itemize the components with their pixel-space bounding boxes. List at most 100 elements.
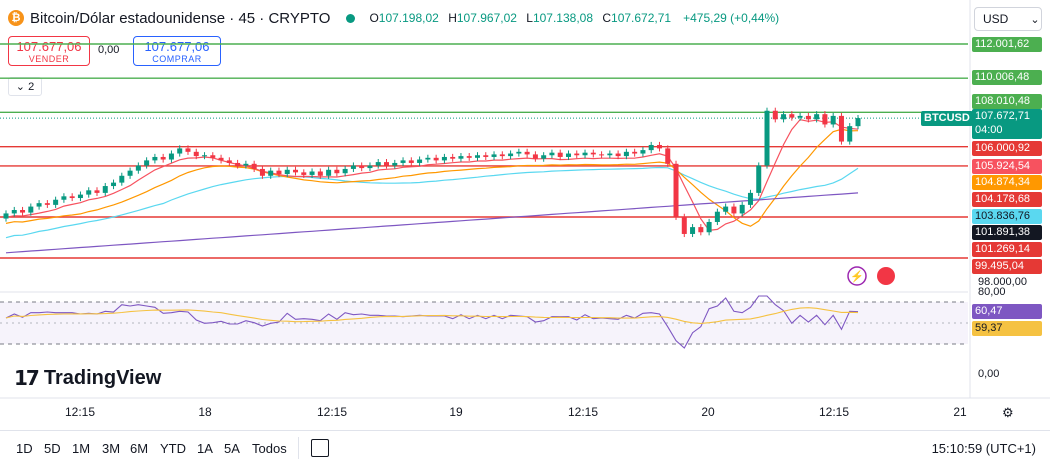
candle [838, 115, 844, 142]
candle [77, 194, 83, 199]
candle [615, 153, 621, 157]
timeframe-1d[interactable]: 1D [16, 441, 33, 456]
timeframe-3m[interactable]: 3M [102, 441, 121, 456]
bitcoin-icon: ₿ [8, 10, 24, 26]
price-label: 101.269,14 [972, 242, 1042, 257]
candle [119, 175, 125, 183]
timeframe-1a[interactable]: 1A [197, 441, 213, 456]
candle [805, 115, 811, 120]
candle [268, 170, 274, 176]
candle [590, 152, 596, 155]
oscillator-axis-label: 0,00 [978, 368, 1000, 380]
candle [144, 160, 150, 166]
candle [152, 156, 158, 161]
close-value: 107.672,71 [611, 11, 672, 25]
tradingview-logo-icon: 17 [14, 366, 40, 390]
sell-button[interactable]: 107.677,06 VENDER [8, 36, 90, 66]
candle [375, 162, 381, 166]
candle [425, 157, 431, 160]
candle [293, 169, 299, 173]
candle [508, 153, 514, 157]
buy-label: COMPRAR [152, 54, 202, 64]
candle [259, 168, 265, 176]
timeframe-1m[interactable]: 1M [72, 441, 91, 456]
timeframe-all[interactable]: Todos [252, 441, 287, 456]
candle [210, 155, 216, 158]
candle [466, 156, 472, 158]
buy-button[interactable]: 107.677,06 COMPRAR [133, 36, 221, 66]
tradingview-logo-text: TradingView [43, 366, 162, 389]
candle [714, 211, 720, 222]
timeframe-5d[interactable]: 5D [44, 441, 61, 456]
candle [408, 160, 414, 163]
ma-mid-label: 104.874,34 [972, 175, 1042, 190]
symbol-header: ₿ Bitcoin/Dólar estadounidense · 45 · CR… [0, 0, 970, 36]
candle [499, 154, 505, 157]
candle [433, 157, 439, 161]
candle [193, 151, 199, 157]
moving-average-fast [5, 118, 859, 232]
low-key: L [526, 11, 533, 25]
calendar-icon[interactable] [311, 439, 329, 457]
candle [491, 154, 497, 157]
clock[interactable]: 15:10:59 (UTC+1) [931, 441, 1036, 456]
tradingview-logo[interactable]: 17 TradingView [14, 366, 161, 390]
timeframe-5a[interactable]: 5A [224, 441, 240, 456]
low-value: 107.138,08 [532, 11, 594, 25]
price-label: 104.178,68 [972, 192, 1042, 207]
candle [483, 155, 489, 157]
candle [160, 156, 166, 160]
candle [623, 151, 629, 157]
candle [516, 151, 522, 154]
candle [44, 203, 50, 205]
candle [342, 168, 348, 174]
candle [400, 160, 406, 163]
settings-icon[interactable]: ⚙ [1002, 405, 1014, 420]
candle [276, 170, 282, 175]
time-tick: 18 [198, 405, 212, 419]
candle [756, 165, 762, 193]
price-label: 98.000,00 [978, 276, 1027, 288]
timeframe-ytd[interactable]: YTD [160, 441, 186, 456]
currency-value: USD [983, 12, 1009, 26]
currency-select[interactable]: USD ⌄ [974, 7, 1042, 31]
candle [243, 163, 249, 166]
candle [665, 148, 671, 164]
oscillator-band [0, 302, 968, 344]
candle [474, 155, 480, 158]
candle [326, 169, 332, 176]
candle [3, 213, 9, 219]
candle [565, 153, 571, 157]
candle [111, 182, 117, 187]
bottom-toolbar: 1D 5D 1M 3M 6M YTD 1A 5A Todos 15:10:59 … [0, 430, 1050, 467]
price-label: 110.006,48 [972, 70, 1042, 85]
candle [797, 115, 803, 118]
price-chart[interactable]: ⚡ [0, 0, 1050, 430]
sell-price: 107.677,06 [16, 39, 82, 54]
candle [284, 169, 290, 175]
candle [781, 114, 787, 120]
candle [648, 144, 654, 151]
candle [441, 156, 447, 161]
candle [731, 206, 737, 214]
flash-event-icon [847, 266, 867, 286]
candle [417, 159, 423, 163]
candle [764, 110, 770, 166]
rsi-ma-value-label: 59,37 [972, 321, 1042, 336]
candle [582, 152, 588, 156]
symbol-title[interactable]: Bitcoin/Dólar estadounidense · 45 · CRYP… [30, 9, 331, 27]
time-tick: 20 [701, 405, 715, 419]
bar-countdown: 04:00 [975, 124, 1003, 136]
price-label: 101.891,38 [972, 225, 1042, 240]
symbol-price-tag: BTCUSD [921, 111, 973, 126]
candle [384, 162, 390, 166]
time-tick: 12:15 [567, 405, 599, 419]
candle [706, 221, 712, 233]
high-key: H [448, 11, 457, 25]
timeframe-6m[interactable]: 6M [130, 441, 149, 456]
buy-price: 107.677,06 [144, 39, 210, 54]
candle [177, 148, 183, 154]
candle [226, 160, 232, 163]
close-key: C [602, 11, 612, 25]
candle [350, 165, 356, 169]
